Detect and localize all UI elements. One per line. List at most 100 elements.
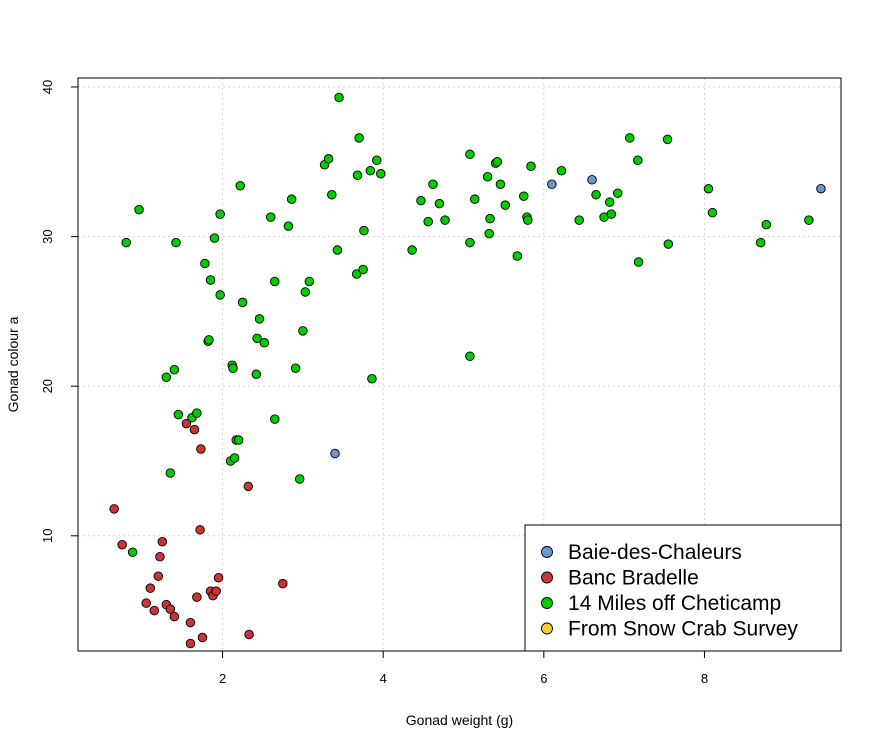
- data-point: [707, 207, 718, 218]
- legend-label: 14 Miles off Cheticamp: [568, 592, 781, 615]
- data-point: [243, 481, 254, 492]
- legend-label: Baie-des-Chaleurs: [568, 541, 742, 564]
- data-point: [165, 604, 176, 614]
- x-axis: 2 4 6 8: [219, 651, 708, 686]
- data-point: [235, 180, 245, 191]
- data-point: [244, 629, 254, 640]
- data-point: [804, 215, 814, 225]
- data-point: [294, 474, 305, 484]
- legend-label: From Snow Crab Survey: [568, 618, 798, 641]
- data-point: [372, 155, 382, 166]
- legend-label: Banc Bradelle: [568, 567, 699, 590]
- legend-marker: [541, 622, 553, 635]
- data-point: [189, 424, 200, 435]
- data-point: [354, 133, 364, 143]
- data-point: [165, 468, 176, 478]
- data-point: [359, 225, 369, 236]
- data-point: [604, 197, 615, 207]
- data-point: [465, 351, 475, 362]
- data-point: [286, 194, 297, 204]
- data-point: [213, 572, 224, 583]
- data-point: [416, 195, 426, 206]
- y-axis-title: Gonad colour a: [5, 316, 21, 412]
- data-point: [200, 258, 210, 269]
- data-point: [423, 216, 433, 227]
- data-point: [587, 174, 597, 185]
- data-point: [270, 276, 280, 287]
- data-point: [134, 204, 144, 215]
- data-point: [195, 525, 205, 535]
- data-point: [465, 149, 475, 160]
- data-point: [228, 363, 238, 373]
- data-point: [270, 414, 280, 424]
- data-point: [376, 168, 386, 179]
- data-point: [495, 179, 506, 189]
- data-point: [173, 409, 184, 420]
- data-point: [574, 215, 584, 225]
- data-point: [500, 200, 511, 210]
- data-point: [428, 179, 438, 189]
- data-point: [434, 198, 445, 209]
- legend-marker: [541, 597, 553, 609]
- data-point: [197, 632, 208, 643]
- data-point: [633, 155, 643, 166]
- data-point: [149, 605, 160, 616]
- data-point: [157, 537, 168, 547]
- data-point: [185, 638, 196, 649]
- x-tick-label: 8: [701, 671, 708, 686]
- data-point: [209, 233, 220, 243]
- data-point: [181, 418, 192, 429]
- data-point: [512, 251, 523, 261]
- y-tick-label: 20: [40, 379, 55, 393]
- data-point: [523, 215, 533, 225]
- data-point: [470, 194, 480, 204]
- data-points: [109, 92, 826, 649]
- data-point: [127, 547, 138, 558]
- data-point: [153, 571, 164, 581]
- data-point: [155, 551, 165, 562]
- data-point: [367, 373, 377, 384]
- data-point: [625, 133, 635, 143]
- data-point: [141, 598, 152, 608]
- x-tick-label: 2: [219, 671, 226, 686]
- plot-frame: [77, 77, 842, 652]
- data-point: [556, 166, 567, 176]
- legend-marker: [541, 546, 553, 558]
- data-point: [352, 170, 363, 180]
- data-point: [304, 276, 315, 287]
- data-point: [519, 191, 529, 201]
- data-point: [547, 179, 557, 189]
- data-point: [323, 154, 334, 164]
- data-point: [440, 215, 450, 225]
- data-point: [606, 209, 617, 219]
- data-point: [365, 166, 376, 176]
- data-point: [591, 189, 601, 200]
- data-point: [215, 290, 225, 300]
- data-point: [703, 183, 714, 194]
- data-point: [612, 188, 623, 198]
- data-point: [237, 297, 248, 308]
- data-point: [492, 157, 502, 167]
- data-point: [334, 92, 344, 103]
- data-point: [192, 408, 202, 418]
- data-point: [662, 134, 673, 145]
- data-point: [205, 275, 216, 285]
- y-tick-label: 40: [40, 80, 55, 94]
- data-point: [121, 237, 131, 248]
- data-point: [109, 504, 119, 514]
- data-point: [816, 183, 826, 194]
- data-point: [233, 435, 244, 445]
- data-point: [215, 209, 225, 219]
- data-point: [169, 364, 180, 375]
- data-point: [196, 444, 206, 454]
- data-point: [283, 221, 294, 231]
- data-point: [252, 333, 262, 344]
- data-point: [300, 287, 311, 297]
- data-point: [633, 257, 644, 267]
- legend-box: [524, 524, 842, 652]
- data-point: [171, 237, 181, 248]
- y-tick-label: 30: [40, 229, 55, 243]
- y-axis: 10 20 30 40: [40, 80, 78, 543]
